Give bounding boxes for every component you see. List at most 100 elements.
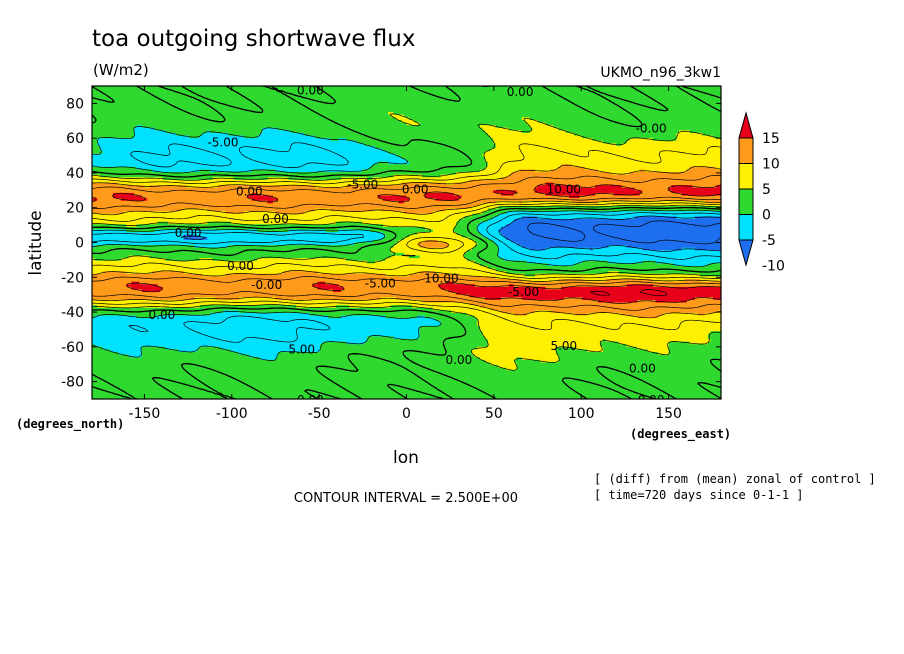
heatmap-cell-run	[92, 205, 473, 210]
heatmap-cell-run	[710, 339, 721, 343]
heatmap-cell-run	[466, 312, 515, 317]
heatmap-cell-run	[92, 140, 98, 144]
heatmap-cell-run	[451, 310, 502, 314]
heatmap-cell-run	[272, 195, 379, 199]
heatmap-cell-run	[92, 114, 392, 118]
heatmap-cell-run	[338, 284, 439, 288]
heatmap-cell-run	[199, 258, 214, 262]
heatmap-cell-run	[487, 208, 721, 212]
heatmap-cell-run	[141, 289, 161, 293]
heatmap-cell-run	[157, 284, 313, 288]
heatmap-cell-run	[555, 346, 575, 351]
heatmap-cell-run	[637, 315, 659, 319]
heatmap-cell-run	[348, 305, 392, 309]
heatmap-cell-run	[388, 151, 486, 155]
heatmap-cell-run	[382, 198, 410, 202]
heatmap-cell-run	[550, 169, 599, 173]
heatmap-cell-run	[346, 341, 366, 345]
colorbar-label: 5	[762, 182, 771, 198]
heatmap-cell-run	[668, 346, 721, 351]
heatmap-cell-run	[403, 252, 465, 257]
heatmap-cell-run	[495, 125, 531, 129]
heatmap-cell-run	[92, 119, 402, 124]
heatmap-cell-run	[582, 135, 678, 139]
heatmap-cell-run	[340, 177, 368, 181]
heatmap-cell-run	[605, 279, 654, 283]
heatmap-cell-run	[133, 132, 177, 137]
heatmap-cell-run	[99, 145, 376, 150]
heatmap-cell-run	[487, 339, 604, 343]
x-tick-label: 100	[568, 406, 595, 422]
heatmap-cell-run	[338, 229, 371, 233]
heatmap-cell-run	[94, 315, 138, 319]
chart-title: toa outgoing shortwave flux	[92, 26, 415, 52]
heatmap-cell-run	[343, 286, 442, 291]
heatmap-cell-run	[92, 164, 374, 168]
heatmap-cell-run	[372, 164, 489, 168]
heatmap-cell-run	[671, 185, 693, 189]
heatmap-cell-run	[587, 349, 604, 353]
contour-line	[92, 126, 721, 361]
heatmap-cell-run	[482, 331, 712, 335]
heatmap-cell-run	[694, 247, 721, 251]
heatmap-cell-run	[621, 143, 721, 147]
heatmap-cell-run	[92, 182, 119, 186]
heatmap-cell-run	[479, 357, 518, 361]
heatmap-cell-run	[139, 281, 318, 285]
heatmap-cell-run	[419, 333, 484, 337]
plot-area: 0.00 0.00 -5.00 -0.00 -5.00 0.00 10.00 0.00 0.00…	[61, 84, 722, 422]
heatmap-cell-run	[561, 164, 573, 168]
heatmap-cell-run	[582, 297, 696, 301]
heatmap-cell-run	[406, 195, 426, 199]
heatmap-cell-run	[396, 297, 486, 301]
heatmap-cell-run	[92, 341, 324, 345]
heatmap-cell-run	[684, 279, 701, 283]
heatmap-cell-run	[92, 211, 125, 215]
heatmap-cell-run	[238, 352, 279, 356]
heatmap-cell-run	[196, 349, 232, 353]
heatmap-cell-run	[238, 310, 452, 314]
heatmap-cell-run	[246, 195, 274, 199]
heatmap-cell-run	[92, 190, 494, 194]
heatmap-cell-run	[482, 333, 709, 337]
heatmap-cell-run	[479, 221, 512, 225]
heatmap-cell-run	[500, 297, 523, 301]
heatmap-cell-run	[304, 132, 489, 137]
heatmap-cell-run	[482, 211, 507, 215]
heatmap-cell-run	[437, 284, 476, 288]
heatmap-cell-run	[390, 247, 473, 251]
contour-label: 0.00	[297, 84, 324, 98]
heatmap-cell-run	[92, 284, 127, 288]
heatmap-cell-run	[445, 208, 489, 212]
heatmap-cell-run	[393, 336, 421, 340]
heatmap-cell-run	[521, 216, 539, 220]
heatmap-cell-run	[498, 252, 721, 257]
y-unit-label: (degrees_north)	[16, 417, 124, 432]
heatmap-cell-run	[634, 187, 670, 191]
heatmap-cell-run	[686, 299, 721, 304]
heatmap-cell-run	[574, 346, 604, 351]
heatmap-cell-run	[233, 177, 269, 181]
heatmap-cell-run	[102, 151, 389, 155]
heatmap-cell-run	[550, 310, 719, 314]
heatmap-cell-run	[495, 145, 721, 150]
heatmap-cell-run	[102, 271, 127, 275]
heatmap-cell-run	[275, 169, 363, 173]
heatmap-cell-run	[141, 195, 248, 199]
heatmap-cell-run	[424, 195, 463, 199]
contour-label: -5.00	[508, 285, 539, 299]
heatmap-cell-run	[382, 224, 457, 228]
heatmap-cell-run	[668, 341, 691, 345]
heatmap-cell-run	[419, 255, 465, 259]
heatmap-cell-run	[589, 247, 594, 251]
x-axis-ticks: -150 -100 -50 0 50 100 150	[129, 86, 682, 422]
colorbar-swatch	[738, 214, 754, 241]
heatmap-cell-run	[532, 127, 560, 131]
heatmap-cell-run	[194, 245, 229, 249]
model-label: UKMO_n96_3kw1	[600, 65, 721, 81]
heatmap-cell-run	[587, 312, 623, 317]
heatmap-cell-run	[92, 232, 384, 236]
heatmap-cell-run	[647, 349, 670, 353]
heatmap-cell-run	[592, 138, 630, 142]
heatmap-cell-run	[199, 305, 298, 309]
